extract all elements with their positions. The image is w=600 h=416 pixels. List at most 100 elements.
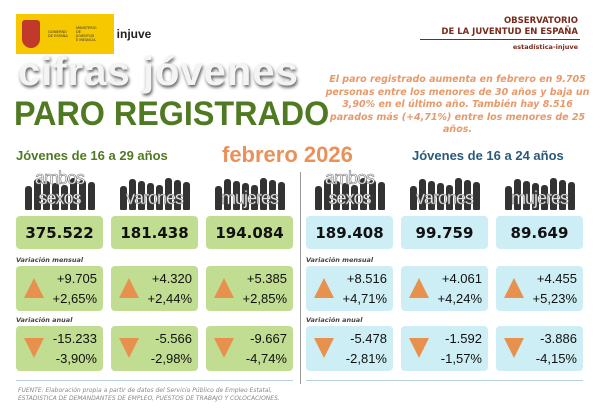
annual-abs: -5.478 — [350, 331, 387, 346]
category-label: ambos sexos — [34, 168, 86, 209]
total-card: 89.649 — [496, 216, 583, 249]
annual-pct: -4,74% — [245, 351, 287, 366]
arrow-down-icon — [24, 338, 44, 358]
coat-of-arms-icon — [22, 20, 40, 48]
person-silhouette-icon — [522, 181, 530, 210]
category-label: mujeres — [510, 188, 570, 209]
group-title-16-29: Jóvenes de 16 a 29 años — [16, 148, 168, 163]
page-title: PARO REGISTRADO — [14, 95, 330, 133]
person-silhouette-icon — [128, 179, 136, 210]
person-silhouette-icon — [368, 180, 376, 210]
person-silhouette-icon — [567, 182, 575, 210]
person-silhouette-icon — [24, 186, 32, 210]
monthly-pct: +2,85% — [242, 291, 287, 306]
monthly-pct: +4,24% — [437, 291, 482, 306]
person-silhouette-icon — [463, 180, 471, 210]
person-silhouette-icon — [323, 179, 331, 210]
arrow-up-icon — [314, 278, 334, 298]
annual-label: Variación anual — [16, 316, 73, 324]
vertical-divider — [300, 172, 301, 384]
total-card: 194.084 — [206, 216, 293, 249]
person-silhouette-icon — [42, 181, 50, 210]
person-silhouette-icon — [377, 182, 385, 210]
person-silhouette-icon — [51, 183, 59, 210]
person-silhouette-icon — [427, 181, 435, 210]
monthly-abs: +8.516 — [346, 271, 387, 286]
monthly-abs: +9.705 — [56, 271, 97, 286]
annual-abs: -9.667 — [250, 331, 287, 346]
annual-variation-card: -3.886 -4,15% — [496, 326, 583, 371]
person-silhouette-icon — [513, 179, 521, 210]
person-silhouette-icon — [87, 182, 95, 210]
person-silhouette-icon — [60, 185, 68, 210]
person-silhouette-icon — [78, 180, 86, 210]
injuve-logo: injuve — [114, 14, 154, 54]
person-silhouette-icon — [359, 178, 367, 210]
person-silhouette-icon — [418, 179, 426, 210]
arrow-up-icon — [504, 278, 524, 298]
person-silhouette-icon — [155, 185, 163, 210]
total-card: 375.522 — [16, 216, 103, 249]
annual-pct: -1,57% — [440, 351, 482, 366]
observatorio-title: OBSERVATORIO DE LA JUVENTUD EN ESPAÑA — [441, 16, 578, 38]
total-card: 181.438 — [111, 216, 198, 249]
period-title: febrero 2026 — [222, 142, 353, 167]
arrow-up-icon — [409, 278, 429, 298]
monthly-variation-card: +9.705 +2,65% — [16, 266, 103, 311]
arrow-up-icon — [24, 278, 44, 298]
person-silhouette-icon — [341, 183, 349, 210]
annual-variation-card: -15.233 -3,90% — [16, 326, 103, 371]
category-label: mujeres — [220, 188, 280, 209]
silhouette-group: mujeres — [206, 174, 293, 210]
monthly-pct: +5,23% — [532, 291, 577, 306]
silhouette-group: varones — [111, 174, 198, 210]
annual-variation-card: -1.592 -1,57% — [401, 326, 488, 371]
person-silhouette-icon — [436, 183, 444, 210]
brand-title: cifras jóvenes — [18, 50, 299, 94]
monthly-label: Variación mensual — [306, 256, 374, 264]
arrow-up-icon — [214, 278, 234, 298]
person-silhouette-icon — [350, 185, 358, 210]
person-silhouette-icon — [549, 178, 557, 210]
obs-line1: OBSERVATORIO — [503, 16, 578, 26]
silhouette-group: mujeres — [496, 174, 583, 210]
person-silhouette-icon — [445, 185, 453, 210]
person-silhouette-icon — [250, 185, 258, 210]
annual-pct: -4,15% — [535, 351, 577, 366]
monthly-variation-card: +8.516 +4,71% — [306, 266, 393, 311]
person-silhouette-icon — [314, 186, 322, 210]
person-silhouette-icon — [454, 178, 462, 210]
monthly-pct: +4,71% — [342, 291, 387, 306]
group-title-16-24: Jóvenes de 16 a 24 años — [412, 148, 564, 163]
obs-line2: DE LA JUVENTUD EN ESPAÑA — [441, 27, 578, 37]
monthly-abs: +4.061 — [441, 271, 482, 286]
monthly-variation-card: +5.385 +2,85% — [206, 266, 293, 311]
person-silhouette-icon — [531, 183, 539, 210]
person-silhouette-icon — [119, 186, 127, 210]
person-silhouette-icon — [259, 178, 267, 210]
footer-line1: FUENTE: Elaboración propia a partir de d… — [18, 387, 273, 394]
annual-pct: -2,81% — [345, 351, 387, 366]
monthly-pct: +2,65% — [52, 291, 97, 306]
person-silhouette-icon — [137, 181, 145, 210]
monthly-pct: +2,44% — [147, 291, 192, 306]
total-card: 99.759 — [401, 216, 488, 249]
person-silhouette-icon — [69, 178, 77, 210]
divider — [420, 39, 580, 40]
category-label: varones — [415, 188, 475, 209]
person-silhouette-icon — [182, 182, 190, 210]
obs-subtitle: estadística-injuve — [512, 43, 578, 51]
person-silhouette-icon — [277, 182, 285, 210]
arrow-down-icon — [214, 338, 234, 358]
annual-label: Variación anual — [306, 316, 363, 324]
annual-variation-card: -9.667 -4,74% — [206, 326, 293, 371]
logo-gov-text: GOBIERNO DE ESPAÑA — [48, 30, 68, 38]
silhouette-group: varones — [401, 174, 488, 210]
person-silhouette-icon — [164, 178, 172, 210]
annual-abs: -5.566 — [155, 331, 192, 346]
person-silhouette-icon — [232, 181, 240, 210]
source-footer: FUENTE: Elaboración propia a partir de d… — [18, 387, 280, 403]
monthly-variation-card: +4.455 +5,23% — [496, 266, 583, 311]
monthly-label: Variación mensual — [16, 256, 84, 264]
total-card: 189.408 — [306, 216, 393, 249]
